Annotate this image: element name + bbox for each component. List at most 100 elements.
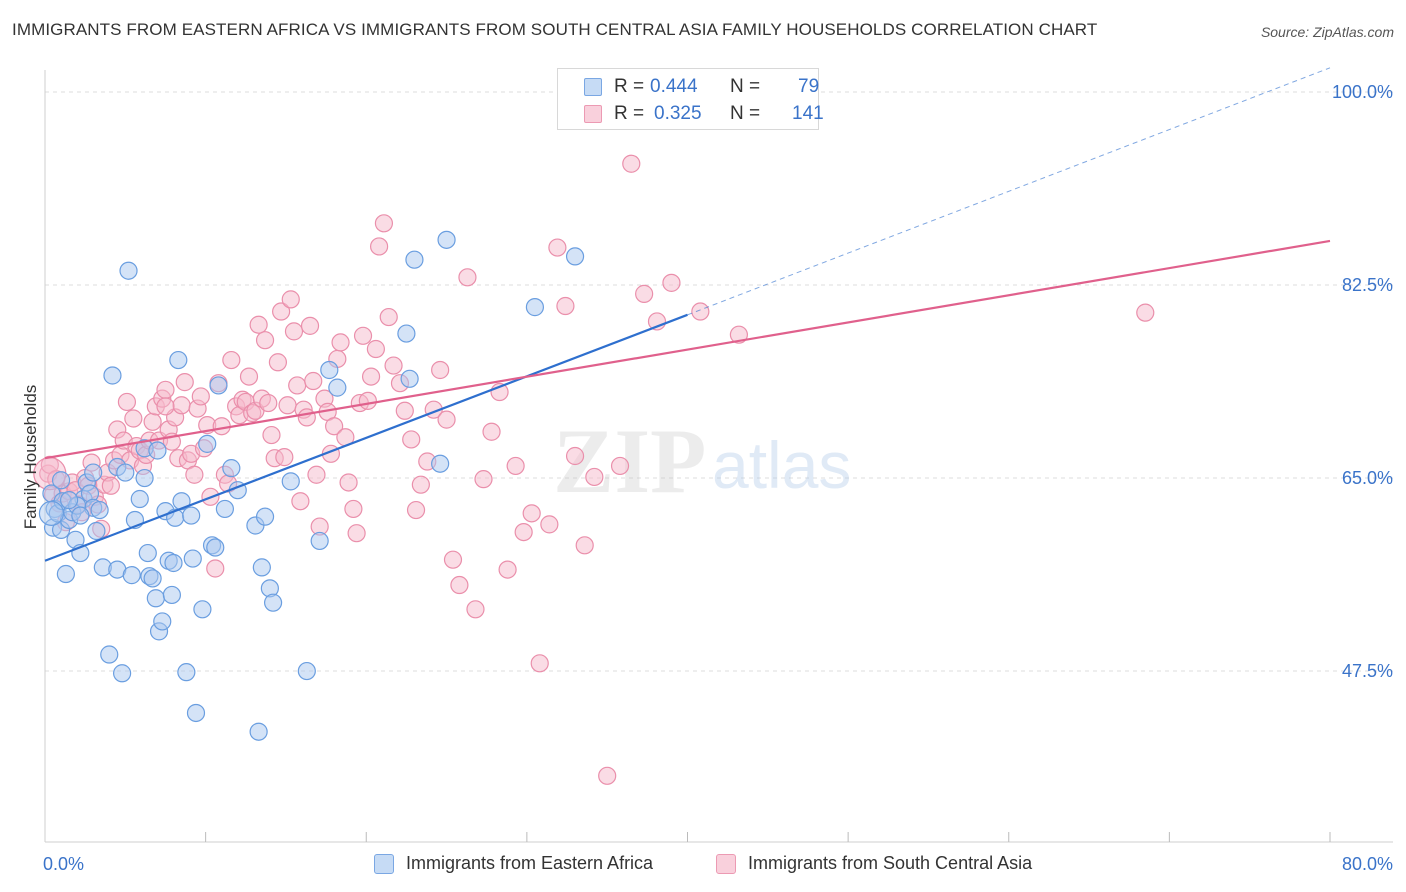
eastern-africa-point bbox=[122, 566, 141, 585]
eastern-africa-point bbox=[215, 499, 234, 519]
chart-title: IMMIGRANTS FROM EASTERN AFRICA VS IMMIGR… bbox=[12, 20, 1098, 39]
south-central-asia-point bbox=[370, 237, 389, 256]
legend-r-label: R = bbox=[614, 103, 645, 124]
eastern-africa-point bbox=[431, 454, 450, 473]
eastern-africa-point bbox=[177, 663, 196, 682]
eastern-africa-point bbox=[209, 376, 228, 395]
eastern-africa-point bbox=[297, 661, 316, 681]
south-central-asia-point bbox=[556, 296, 575, 316]
south-central-asia-point bbox=[268, 353, 288, 372]
eastern-africa-point bbox=[252, 558, 271, 577]
eastern-africa-point bbox=[116, 463, 135, 482]
south-central-asia-point bbox=[222, 350, 241, 370]
legend-n-label: N = bbox=[730, 103, 761, 124]
eastern-africa-point bbox=[51, 471, 71, 490]
eastern-africa-point bbox=[135, 468, 154, 488]
south-central-asia-point bbox=[249, 315, 268, 334]
south-central-asia-point bbox=[466, 600, 485, 619]
south-central-asia-point bbox=[575, 536, 594, 555]
eastern-africa-point bbox=[90, 500, 109, 520]
south-central-asia-point bbox=[443, 550, 463, 569]
eastern-africa-point bbox=[71, 506, 90, 525]
x-max-label: 80.0% bbox=[1342, 854, 1393, 874]
south-central-asia-point bbox=[662, 273, 681, 292]
south-central-asia-point bbox=[281, 290, 300, 309]
eastern-africa-point bbox=[59, 491, 79, 510]
eastern-africa-point bbox=[146, 589, 165, 608]
eastern-africa-point bbox=[153, 612, 172, 631]
y-tick-label: 47.5% bbox=[1342, 661, 1393, 681]
axes bbox=[44, 70, 1393, 843]
eastern-africa-point bbox=[186, 703, 206, 723]
chart-source: Source: ZipAtlas.com bbox=[1260, 24, 1394, 40]
south-central-asia-point bbox=[691, 302, 710, 321]
legend-n-label: N = bbox=[730, 76, 761, 97]
south-central-asia-point bbox=[117, 392, 137, 412]
south-central-asia-point bbox=[384, 356, 403, 375]
legend-r-label: R = bbox=[614, 76, 645, 97]
eastern-africa-point bbox=[405, 250, 424, 269]
eastern-africa-point bbox=[249, 722, 268, 741]
eastern-africa-point bbox=[397, 324, 416, 343]
south-central-asia-point bbox=[255, 331, 275, 350]
eastern-africa-point bbox=[143, 569, 162, 588]
legend-label-south-central-asia: Immigrants from South Central Asia bbox=[748, 853, 1033, 873]
south-central-asia-point bbox=[366, 339, 385, 359]
legend-label-eastern-africa: Immigrants from Eastern Africa bbox=[406, 853, 654, 873]
south-central-asia-point bbox=[172, 396, 191, 415]
eastern-africa-point bbox=[565, 247, 585, 266]
south-central-asia-point bbox=[344, 499, 363, 519]
south-central-asia-point bbox=[598, 766, 617, 785]
eastern-africa-point bbox=[38, 500, 65, 526]
y-axis-title: Family Households bbox=[21, 385, 40, 530]
eastern-africa-point bbox=[400, 369, 419, 388]
south-central-asia-point bbox=[498, 560, 517, 579]
eastern-africa-point bbox=[255, 507, 275, 526]
south-central-asia-point bbox=[191, 387, 210, 406]
legend-n-value-2: 141 bbox=[792, 103, 824, 124]
south-central-asia-point bbox=[585, 467, 604, 487]
y-tick-label: 65.0% bbox=[1342, 468, 1393, 488]
south-central-asia-point bbox=[272, 302, 291, 321]
south-central-asia-point bbox=[431, 360, 450, 380]
south-central-asia-point bbox=[361, 367, 381, 386]
south-central-asia-point bbox=[288, 376, 307, 395]
south-central-asia-point bbox=[347, 524, 366, 543]
south-central-asia-point bbox=[635, 284, 654, 303]
south-central-asia-point bbox=[610, 456, 630, 476]
south-central-asia-point bbox=[395, 401, 414, 420]
watermark-atlas: atlas bbox=[712, 428, 851, 502]
eastern-africa-point bbox=[198, 434, 217, 453]
eastern-africa-point bbox=[310, 531, 329, 551]
south-central-asia-point bbox=[406, 500, 426, 520]
south-central-asia-point bbox=[185, 465, 204, 484]
south-central-asia-point bbox=[259, 393, 278, 413]
south-central-asia-point bbox=[291, 492, 310, 511]
south-central-asia-point bbox=[402, 430, 421, 449]
south-central-asia-trendline bbox=[44, 239, 1331, 460]
south-central-asia-points bbox=[33, 154, 1155, 785]
eastern-africa-point bbox=[164, 553, 183, 573]
eastern-africa-point bbox=[119, 261, 138, 280]
south-central-asia-point bbox=[278, 396, 297, 415]
eastern-africa-point bbox=[320, 360, 339, 380]
south-central-asia-point bbox=[458, 268, 477, 287]
eastern-africa-point bbox=[206, 538, 225, 557]
south-central-asia-point bbox=[474, 470, 493, 489]
south-central-asia-point bbox=[143, 412, 162, 431]
south-central-asia-point bbox=[565, 446, 585, 466]
south-central-asia-point bbox=[307, 465, 326, 484]
trend-lines bbox=[44, 67, 1331, 562]
south-central-asia-point bbox=[206, 559, 225, 578]
south-central-asia-point bbox=[124, 409, 143, 428]
eastern-africa-points bbox=[38, 230, 585, 741]
south-central-asia-point bbox=[175, 373, 194, 392]
south-central-asia-point bbox=[530, 654, 549, 673]
eastern-africa-point bbox=[172, 492, 191, 511]
south-central-asia-point bbox=[275, 448, 294, 467]
legend-n-value-1: 79 bbox=[798, 76, 820, 97]
eastern-africa-point bbox=[193, 600, 212, 619]
south-central-asia-point bbox=[339, 473, 358, 492]
x-min-label: 0.0% bbox=[43, 854, 84, 874]
